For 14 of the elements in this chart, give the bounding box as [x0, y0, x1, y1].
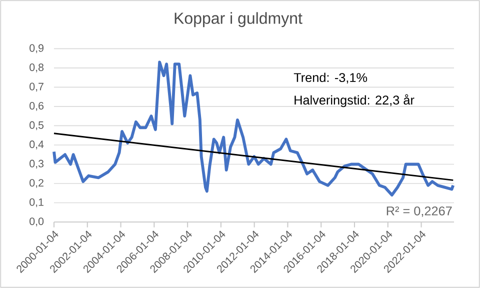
annotation: Trend: -3,1%: [294, 72, 368, 84]
y-tick-label: 0,3: [30, 160, 44, 169]
y-tick-label: 0,5: [30, 121, 44, 130]
chart-title: Koppar i guldmynt: [174, 12, 302, 28]
annotation: Halveringstid: 22,3 år: [294, 94, 414, 108]
annotation: R² = 0,2267: [386, 206, 452, 217]
y-tick-label: 0,6: [30, 102, 44, 111]
y-tick-label: 0,9: [30, 44, 44, 54]
y-tick-label: 0,8: [30, 64, 44, 72]
y-tick-label: 0,1: [30, 198, 44, 208]
y-tick-label: 0,2: [30, 179, 44, 188]
y-tick-label: 0,7: [30, 82, 44, 92]
y-tick-label: 0,0: [30, 218, 44, 226]
y-tick-label: 0,4: [30, 140, 44, 150]
